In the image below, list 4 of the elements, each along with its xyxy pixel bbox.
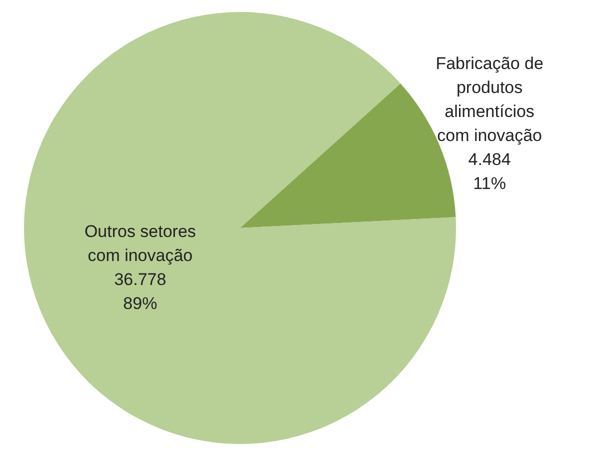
data-label: 4.484 11% — [468, 150, 511, 194]
slice-label: Outros setores com inovação — [84, 222, 196, 266]
data-label: 36.778 89% — [114, 270, 166, 314]
slice-label: Fabricação de produtos alimentícios com inovação — [436, 54, 544, 146]
